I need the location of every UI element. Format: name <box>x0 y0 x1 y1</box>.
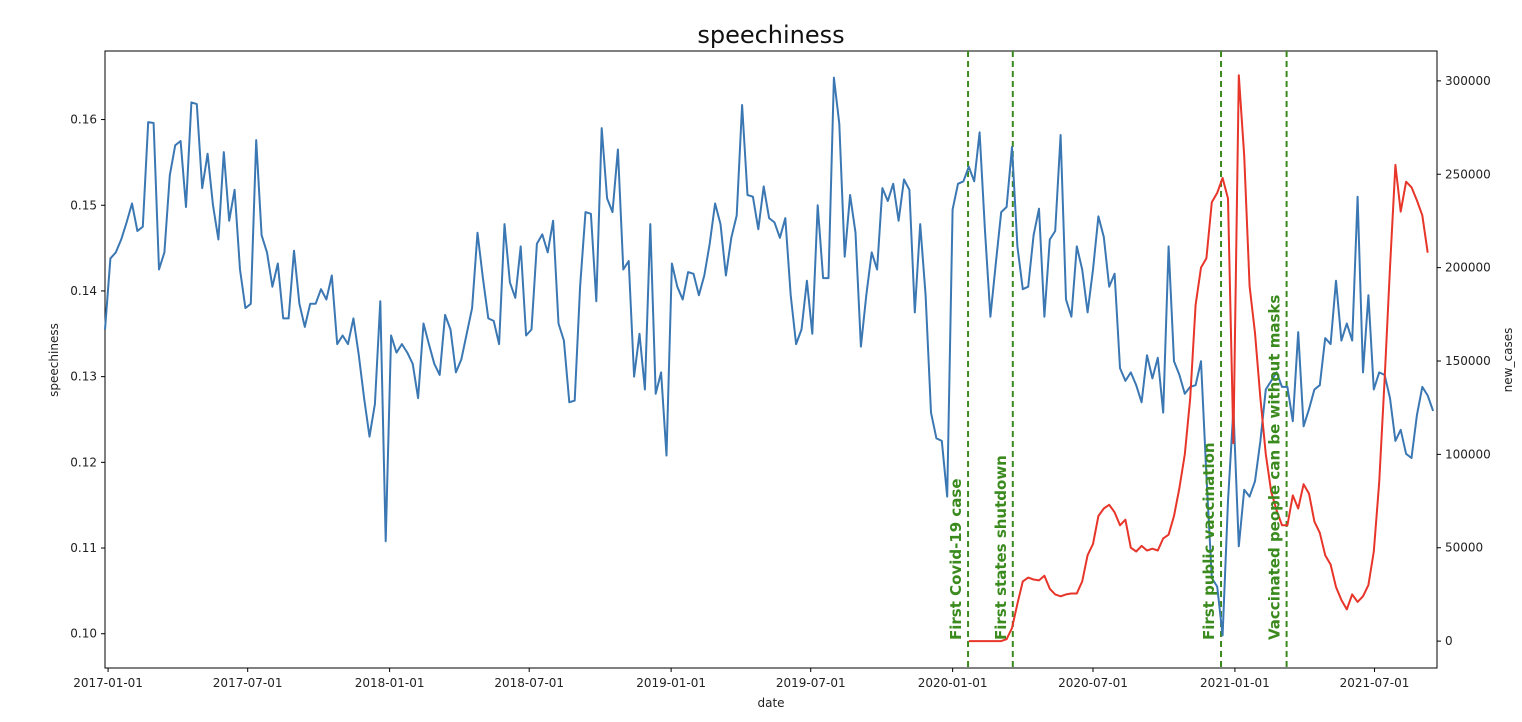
x-tick-label: 2020-01-01 <box>918 676 988 690</box>
chart-title: speechiness <box>697 21 844 49</box>
y-right-tick-label: 50000 <box>1445 541 1483 555</box>
y-right-tick-label: 300000 <box>1445 74 1491 88</box>
x-tick-label: 2019-07-01 <box>776 676 846 690</box>
x-tick-label: 2020-07-01 <box>1058 676 1128 690</box>
x-tick-label: 2021-07-01 <box>1340 676 1410 690</box>
x-axis-label: date <box>757 696 784 710</box>
new-cases-line <box>968 74 1429 643</box>
y-tick-label: 0.16 <box>70 113 97 127</box>
event-label: Vaccinated people can be without masks <box>1266 295 1284 640</box>
y-tick-label: 0.14 <box>70 284 97 298</box>
x-tick-label: 2018-07-01 <box>494 676 564 690</box>
event-annotations: First Covid-19 case First states shutdown… <box>947 295 1284 640</box>
x-tick-label: 2021-01-01 <box>1200 676 1270 690</box>
series-lines <box>104 74 1435 643</box>
y-right-tick-label: 0 <box>1445 634 1453 648</box>
speechiness-line <box>104 76 1435 637</box>
y-tick-label: 0.15 <box>70 198 97 212</box>
y-axis-right-label: new_cases <box>1501 328 1515 393</box>
event-label: First Covid-19 case <box>947 478 965 640</box>
y-tick-label: 0.13 <box>70 370 97 384</box>
y-right-tick-label: 250000 <box>1445 167 1491 181</box>
axes: 2017-01-01 2017-07-01 2018-01-01 2018-07-01… <box>70 74 1491 690</box>
y-right-tick-label: 100000 <box>1445 447 1491 461</box>
x-tick-label: 2017-01-01 <box>73 676 143 690</box>
event-label: First states shutdown <box>992 455 1010 640</box>
y-right-tick-label: 150000 <box>1445 354 1491 368</box>
plot-area <box>104 50 1438 669</box>
y-tick-label: 0.10 <box>70 627 97 641</box>
y-tick-label: 0.12 <box>70 455 97 469</box>
y-axis-label: speechiness <box>47 323 61 397</box>
x-tick-label: 2017-07-01 <box>213 676 283 690</box>
y-tick-label: 0.11 <box>70 541 97 555</box>
x-tick-label: 2019-01-01 <box>636 676 706 690</box>
event-label: First public vaccination <box>1200 442 1218 640</box>
y-right-tick-label: 200000 <box>1445 261 1491 275</box>
x-tick-label: 2018-01-01 <box>355 676 425 690</box>
